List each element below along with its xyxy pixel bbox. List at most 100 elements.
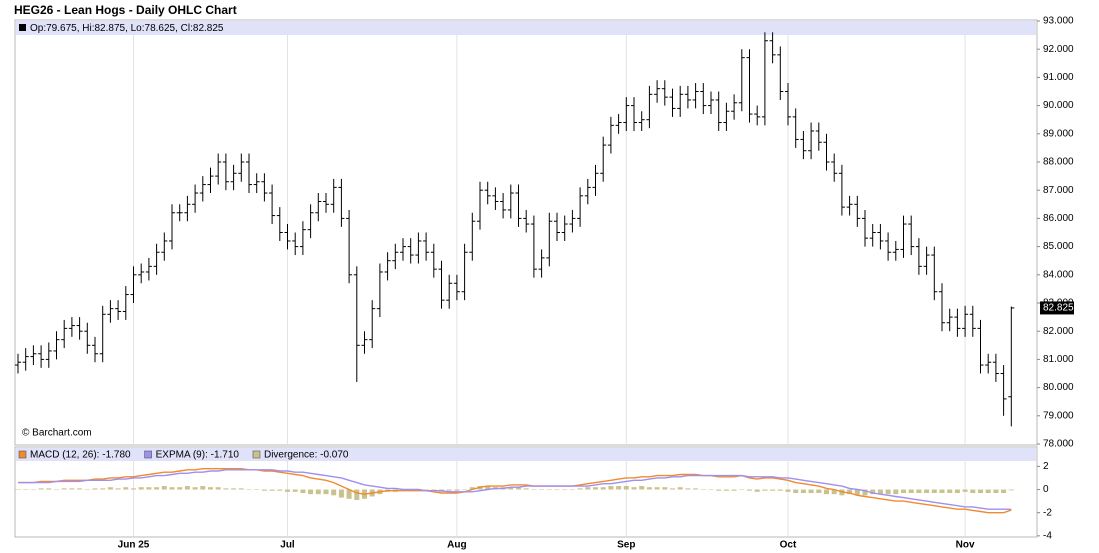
divergence-bar	[877, 489, 883, 495]
divergence-bar	[61, 488, 67, 490]
legend-swatch	[144, 450, 152, 459]
divergence-bar	[847, 489, 853, 495]
divergence-bar	[562, 489, 568, 491]
divergence-bar	[346, 489, 352, 499]
divergence-bar	[23, 489, 29, 491]
divergence-bar	[993, 489, 999, 493]
legend-label: Divergence: -0.070	[264, 450, 349, 461]
divergence-bar	[723, 489, 729, 491]
divergence-bar	[46, 488, 52, 490]
x-tick-label: Sep	[617, 540, 635, 551]
divergence-bar	[693, 488, 699, 490]
divergence-bar	[831, 489, 837, 495]
divergence-bar	[115, 488, 121, 490]
legend-swatch	[18, 450, 27, 459]
x-tick-label: Nov	[956, 540, 975, 551]
divergence-bar	[770, 489, 776, 491]
divergence-bar	[754, 489, 760, 492]
x-tick-label: Aug	[447, 540, 466, 551]
x-tick-label: Jun 25	[118, 540, 150, 551]
divergence-bar	[569, 489, 575, 491]
divergence-bar	[785, 489, 791, 492]
divergence-bar	[608, 486, 614, 490]
divergence-bar	[123, 487, 129, 490]
legend-swatch	[252, 450, 261, 459]
divergence-bar	[577, 488, 583, 490]
divergence-bar	[508, 487, 514, 490]
divergence-bar	[107, 487, 113, 490]
divergence-bar	[208, 487, 213, 490]
divergence-bar	[177, 487, 183, 490]
divergence-bar	[962, 489, 968, 492]
divergence-bar	[531, 489, 537, 491]
divergence-bar	[739, 489, 745, 491]
divergence-bar	[670, 488, 675, 490]
divergence-bar	[793, 489, 799, 493]
divergence-bar	[824, 489, 829, 495]
divergence-bar	[546, 489, 552, 491]
divergence-bar	[762, 489, 768, 491]
macd-legend-band	[16, 448, 1036, 461]
x-tick-label: Jul	[280, 540, 295, 551]
divergence-bar	[131, 488, 136, 490]
divergence-bar	[169, 487, 175, 490]
y-tick-label: 91.000	[1043, 72, 1074, 83]
divergence-bar	[970, 489, 976, 493]
divergence-bar	[254, 489, 260, 491]
divergence-bar	[308, 489, 314, 495]
y-tick-label: 79.000	[1043, 410, 1074, 421]
divergence-bar	[100, 488, 106, 490]
divergence-bar	[354, 489, 360, 500]
divergence-bar	[978, 489, 983, 493]
divergence-bar	[708, 489, 714, 491]
divergence-bar	[454, 489, 460, 491]
divergence-bar	[954, 489, 960, 493]
divergence-bar	[154, 487, 160, 490]
y-tick-label: 88.000	[1043, 157, 1074, 168]
divergence-bar	[331, 489, 337, 496]
divergence-bar	[84, 489, 90, 491]
divergence-bar	[161, 486, 167, 490]
divergence-bar	[939, 489, 945, 493]
divergence-bar	[277, 489, 283, 491]
divergence-bar	[315, 489, 321, 495]
legend-band	[16, 21, 1036, 35]
divergence-bar	[261, 489, 267, 491]
y-tick-label: 80.000	[1043, 382, 1074, 393]
divergence-bar	[908, 489, 914, 493]
divergence-bar	[1001, 489, 1007, 493]
watermark: © Barchart.com	[22, 428, 92, 439]
divergence-bar	[600, 487, 606, 490]
divergence-bar	[685, 488, 691, 490]
divergence-bar	[593, 487, 598, 490]
divergence-bar	[238, 488, 244, 490]
divergence-bar	[215, 487, 221, 490]
y-tick-label: -4	[1043, 530, 1052, 541]
divergence-bar	[138, 487, 144, 490]
divergence-bar	[146, 487, 152, 490]
divergence-bar	[885, 489, 891, 495]
y-tick-label: 85.000	[1043, 241, 1074, 252]
y-tick-label: 90.000	[1043, 100, 1074, 111]
legend-swatch	[19, 24, 26, 31]
y-tick-label: 78.000	[1043, 439, 1074, 450]
divergence-bar	[800, 489, 806, 493]
y-tick-label: 2	[1043, 461, 1049, 472]
ohlc-legend: Op:79.675, Hi:82.875, Lo:78.625, Cl:82.8…	[30, 23, 224, 34]
divergence-bar	[747, 489, 752, 491]
macd-line	[18, 468, 1012, 514]
divergence-bar	[269, 489, 275, 491]
y-tick-label: 92.000	[1043, 44, 1074, 55]
divergence-bar	[916, 489, 922, 493]
divergence-bar	[924, 489, 930, 493]
divergence-bar	[616, 486, 622, 490]
divergence-bar	[777, 489, 783, 491]
divergence-bar	[200, 486, 206, 490]
y-tick-label: 82.000	[1043, 326, 1074, 337]
divergence-bar	[446, 489, 452, 491]
divergence-bar	[554, 489, 560, 491]
divergence-bar	[870, 489, 876, 495]
y-tick-label: 86.000	[1043, 213, 1074, 224]
divergence-bar	[300, 489, 306, 493]
last-price-label: 82.825	[1043, 303, 1074, 314]
